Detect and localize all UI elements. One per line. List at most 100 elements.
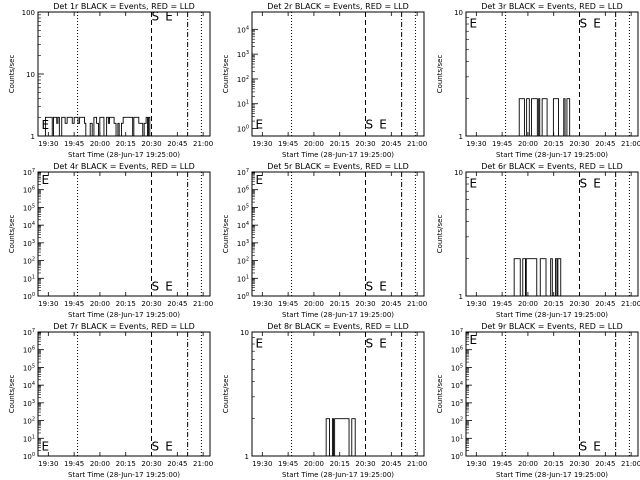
y-tick-label: 105 bbox=[23, 203, 35, 212]
y-axis-label: Counts/sec bbox=[436, 215, 444, 254]
marker-letter-e: E bbox=[469, 17, 477, 31]
y-tick-label: 107 bbox=[451, 328, 463, 337]
x-tick-label: 21:00 bbox=[407, 140, 427, 148]
x-tick-label: 19:45 bbox=[64, 300, 84, 308]
y-tick-label: 104 bbox=[451, 381, 463, 390]
series-line bbox=[513, 258, 573, 297]
y-tick-label: 100 bbox=[237, 125, 249, 134]
x-tick-label: 20:30 bbox=[355, 460, 375, 468]
y-tick-label: 103 bbox=[237, 239, 249, 248]
y-tick-label: 107 bbox=[23, 328, 35, 337]
y-axis-label: Counts/sec bbox=[222, 215, 230, 254]
marker-letter-e: E bbox=[379, 279, 387, 293]
x-axis-label: Start Time (28-Jun-17 19:25:00) bbox=[496, 311, 608, 319]
y-tick-label: 103 bbox=[23, 239, 35, 248]
y-tick-label: 106 bbox=[23, 346, 35, 355]
y-tick-label: 10 bbox=[454, 169, 463, 177]
y-axis-label: Counts/sec bbox=[8, 55, 16, 94]
x-tick-label: 20:45 bbox=[595, 460, 615, 468]
x-axis-label: Start Time (28-Jun-17 19:25:00) bbox=[68, 151, 180, 159]
marker-letter-s: S bbox=[366, 337, 374, 351]
marker-letter-e: E bbox=[379, 337, 387, 351]
y-tick-label: 103 bbox=[237, 50, 249, 59]
plot-frame bbox=[465, 331, 639, 457]
y-tick-label: 100 bbox=[23, 452, 35, 461]
x-tick-label: 20:30 bbox=[141, 300, 161, 308]
marker-letter-s: S bbox=[152, 279, 160, 293]
x-tick-label: 20:00 bbox=[304, 300, 324, 308]
y-tick-label: 106 bbox=[237, 186, 249, 195]
x-axis-label: Start Time (28-Jun-17 19:25:00) bbox=[282, 471, 394, 479]
panel-det-9: Det 9r BLACK = Events, RED = LLD Counts/s… bbox=[436, 322, 640, 479]
x-tick-label: 21:00 bbox=[621, 460, 640, 468]
y-tick-label: 101 bbox=[23, 274, 35, 283]
x-tick-label: 21:00 bbox=[193, 300, 213, 308]
y-tick-label: 104 bbox=[237, 25, 249, 34]
y-tick-label: 100 bbox=[237, 292, 249, 301]
panel-title: Det 9r BLACK = Events, RED = LLD bbox=[481, 322, 623, 331]
plot-frame bbox=[251, 11, 425, 137]
x-tick-label: 20:00 bbox=[518, 140, 538, 148]
marker-letter-e: E bbox=[41, 173, 49, 187]
marker-letter-s: S bbox=[580, 177, 588, 191]
y-tick-label: 104 bbox=[23, 381, 35, 390]
y-tick-label: 10 bbox=[26, 71, 35, 79]
x-tick-label: 19:45 bbox=[492, 460, 512, 468]
y-tick-label: 100 bbox=[23, 292, 35, 301]
y-tick-label: 102 bbox=[237, 75, 249, 84]
series-line bbox=[509, 98, 573, 137]
marker-letter-s: S bbox=[366, 117, 374, 131]
marker-letter-s: S bbox=[152, 439, 160, 453]
x-tick-label: 20:15 bbox=[544, 300, 564, 308]
x-tick-label: 20:45 bbox=[381, 140, 401, 148]
marker-letter-s: S bbox=[580, 17, 588, 31]
y-tick-label: 102 bbox=[23, 417, 35, 426]
x-tick-label: 20:45 bbox=[167, 460, 187, 468]
panel-det-1: Det 1r BLACK = Events, RED = LLD Counts/s… bbox=[8, 2, 213, 159]
y-tick-label: 104 bbox=[237, 221, 249, 230]
x-axis-label: Start Time (28-Jun-17 19:25:00) bbox=[496, 471, 608, 479]
x-tick-label: 21:00 bbox=[621, 140, 640, 148]
x-axis-label: Start Time (28-Jun-17 19:25:00) bbox=[282, 151, 394, 159]
x-tick-label: 20:00 bbox=[90, 460, 110, 468]
panel-det-6: Det 6r BLACK = Events, RED = LLD Counts/s… bbox=[436, 162, 640, 319]
y-tick-label: 10 bbox=[240, 329, 249, 337]
panel-title: Det 7r BLACK = Events, RED = LLD bbox=[53, 322, 195, 331]
y-tick-label: 100 bbox=[451, 452, 463, 461]
panel-det-3: Det 3r BLACK = Events, RED = LLD Counts/s… bbox=[436, 2, 640, 159]
x-tick-label: 20:00 bbox=[90, 300, 110, 308]
plot-frame bbox=[251, 331, 425, 457]
x-tick-label: 20:30 bbox=[355, 140, 375, 148]
x-tick-label: 20:00 bbox=[304, 140, 324, 148]
plot-frame bbox=[465, 11, 639, 137]
y-tick-label: 105 bbox=[451, 363, 463, 372]
y-tick-label: 101 bbox=[451, 434, 463, 443]
x-tick-label: 20:45 bbox=[381, 460, 401, 468]
x-tick-label: 21:00 bbox=[621, 300, 640, 308]
panel-det-8: Det 8r BLACK = Events, RED = LLD Counts/s… bbox=[222, 322, 427, 479]
x-tick-label: 19:30 bbox=[252, 140, 272, 148]
panel-title: Det 6r BLACK = Events, RED = LLD bbox=[481, 162, 623, 171]
panel-title: Det 4r BLACK = Events, RED = LLD bbox=[53, 162, 195, 171]
marker-letter-e: E bbox=[593, 177, 601, 191]
plot-frame bbox=[37, 171, 211, 297]
x-tick-label: 19:45 bbox=[64, 460, 84, 468]
y-tick-label: 103 bbox=[23, 399, 35, 408]
marker-letter-s: S bbox=[152, 9, 160, 23]
plot-frame bbox=[37, 331, 211, 457]
x-tick-label: 19:30 bbox=[466, 140, 486, 148]
x-tick-label: 20:45 bbox=[381, 300, 401, 308]
x-axis-label: Start Time (28-Jun-17 19:25:00) bbox=[68, 471, 180, 479]
y-tick-label: 10 bbox=[454, 9, 463, 17]
marker-letter-s: S bbox=[366, 279, 374, 293]
y-tick-label: 106 bbox=[23, 186, 35, 195]
x-tick-label: 20:15 bbox=[116, 140, 136, 148]
panel-title: Det 1r BLACK = Events, RED = LLD bbox=[53, 2, 195, 11]
x-axis-label: Start Time (28-Jun-17 19:25:00) bbox=[496, 151, 608, 159]
x-tick-label: 19:45 bbox=[64, 140, 84, 148]
x-tick-label: 20:30 bbox=[569, 140, 589, 148]
x-tick-label: 19:30 bbox=[38, 460, 58, 468]
y-tick-label: 101 bbox=[23, 434, 35, 443]
y-tick-label: 106 bbox=[451, 346, 463, 355]
x-tick-label: 19:45 bbox=[492, 300, 512, 308]
